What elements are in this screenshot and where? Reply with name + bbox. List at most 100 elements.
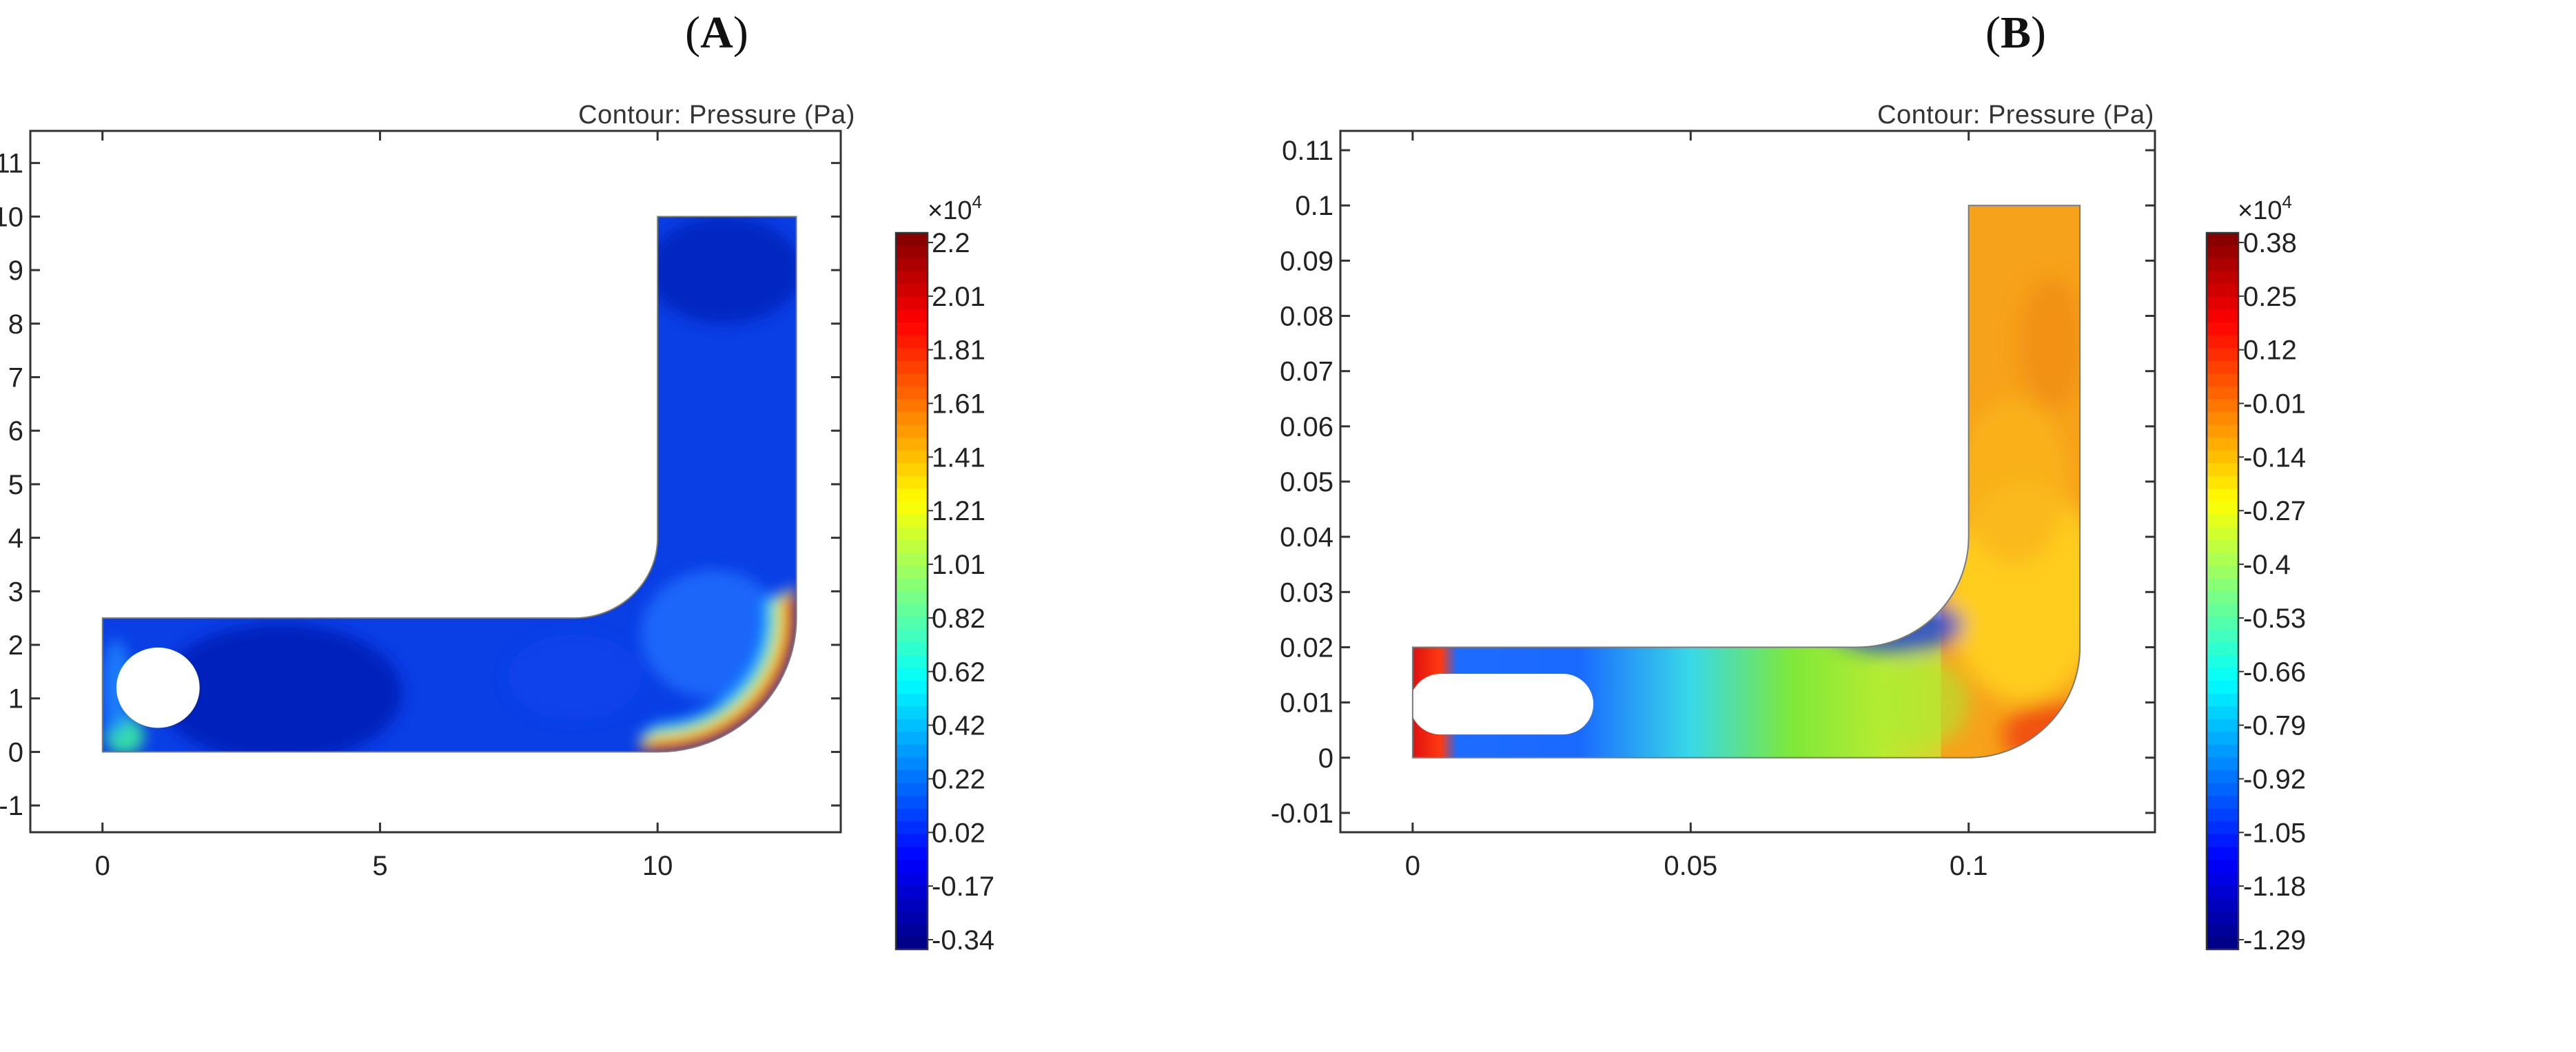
- colorbar-stripe: [2207, 322, 2238, 336]
- colorbar-tick-label-a: 1.21: [932, 496, 985, 526]
- colorbar-stripe: [2207, 488, 2238, 502]
- y-tick-label-b: -0.01: [1271, 798, 1333, 829]
- y-tick-label-b: 0.05: [1280, 467, 1333, 497]
- colorbar-stripe: [896, 872, 928, 886]
- colorbar-stripe: [896, 654, 928, 669]
- colorbar-stripe: [896, 502, 928, 515]
- colorbar-stripe: [2207, 706, 2238, 720]
- y-tick-label-b: 0.08: [1280, 302, 1333, 332]
- colorbar-stripe: [896, 245, 928, 259]
- colorbar-multiplier-b: ×104: [2238, 192, 2292, 225]
- colorbar-stripe: [896, 808, 928, 822]
- colorbar-stripe: [896, 757, 928, 771]
- colorbar-stripe: [896, 258, 928, 272]
- colorbar-stripe: [896, 539, 928, 553]
- colorbar-stripe: [896, 885, 928, 899]
- colorbar-stripe: [2207, 885, 2238, 899]
- colorbar-tick-label-a: 0.82: [932, 604, 985, 634]
- colorbar-stripe: [896, 271, 928, 285]
- domain-outline-b: [1411, 205, 2081, 759]
- colorbar-stripe: [896, 617, 928, 630]
- colorbar-tick-label-b: -0.92: [2243, 764, 2306, 794]
- x-tick-label-a: 5: [372, 851, 387, 881]
- colorbar-stripe: [896, 335, 928, 349]
- colorbar-stripe: [896, 936, 928, 950]
- colorbar-stripe: [2207, 629, 2238, 643]
- colorbar-stripe: [896, 591, 928, 605]
- y-tick-label-a: 4: [8, 524, 23, 554]
- colorbar-stripe: [896, 668, 928, 681]
- colorbar-stripe: [2207, 681, 2238, 694]
- colorbar-stripe: [2207, 898, 2238, 911]
- colorbar-tick-label-a: 0.02: [932, 818, 985, 848]
- colorbar-tick-label-b: -0.14: [2243, 442, 2306, 473]
- colorbar-stripe: [2207, 258, 2238, 272]
- colorbar-stripe: [2207, 271, 2238, 285]
- domain-outline-a: [101, 216, 797, 753]
- colorbar-stripe: [896, 348, 928, 362]
- colorbar-tick-label-a: 0.22: [932, 764, 985, 794]
- colorbar-tick-label-b: -0.27: [2243, 496, 2306, 526]
- colorbar-stripe: [2207, 757, 2238, 771]
- colorbar-tick-label-b: -0.53: [2243, 604, 2306, 634]
- y-tick-label-b: 0.04: [1280, 522, 1333, 553]
- colorbar-stripe: [2207, 309, 2238, 323]
- colorbar-stripe: [2207, 604, 2238, 617]
- colorbar-stripe: [2207, 539, 2238, 553]
- colorbar-tick-label-a: 0.62: [932, 657, 985, 688]
- colorbar-stripe: [2207, 911, 2238, 925]
- y-tick-label-a: -1: [0, 791, 23, 821]
- y-tick-label-b: 0.07: [1280, 357, 1333, 387]
- colorbar-stripe: [896, 450, 928, 464]
- y-tick-label-a: 10: [0, 202, 23, 232]
- colorbar-stripe: [2207, 360, 2238, 374]
- colorbar-tick-label-a: 1.81: [932, 336, 985, 366]
- colorbar-stripe: [896, 360, 928, 374]
- colorbar-stripe: [2207, 642, 2238, 656]
- colorbar-stripe: [896, 629, 928, 643]
- colorbar-stripe: [896, 719, 928, 732]
- colorbar-stripe: [2207, 296, 2238, 311]
- axes-a: -1 0 1 2 3 4 5 6 7 8 9 10 11 0 5 10: [0, 130, 842, 881]
- colorbar-stripe: [2207, 373, 2238, 387]
- colorbar-stripe: [2207, 437, 2238, 451]
- colorbar-stripe: [896, 783, 928, 796]
- colorbar-stripe: [2207, 450, 2238, 464]
- y-tick-label-a: 11: [0, 149, 23, 179]
- colorbar-tick-label-b: 0.38: [2243, 228, 2297, 258]
- colorbar-stripe: [896, 386, 928, 400]
- colorbar-stripe: [896, 527, 928, 541]
- colorbar-stripe: [896, 834, 928, 848]
- colorbar-stripe: [896, 681, 928, 694]
- colorbar-stripe: [896, 578, 928, 592]
- plot-frame-a: [29, 130, 842, 834]
- colorbar-stripe: [896, 911, 928, 925]
- colorbar-stripe: [2207, 617, 2238, 630]
- colorbar-tick-label-a: 1.41: [932, 442, 985, 473]
- y-tick-label-a: 0: [8, 737, 23, 767]
- colorbar-stripe: [2207, 872, 2238, 886]
- y-tick-label-b: 0.02: [1280, 632, 1333, 663]
- colorbar-stripe: [896, 642, 928, 656]
- axes-b: -0.01 0 0.01 0.02 0.03 0.04 0.05 0.06 0.07 0.08 0.…: [1271, 130, 2156, 881]
- panel-b: (B) Contour: Pressure (Pa) -0.01 0 0.01 0.0…: [1271, 0, 2576, 1052]
- colorbar-tick-label-a: 1.61: [932, 389, 985, 420]
- colorbar-stripe: [2207, 732, 2238, 745]
- colorbar-stripe: [2207, 475, 2238, 490]
- colorbar-stripe: [2207, 284, 2238, 298]
- pressure-field-b: [1412, 205, 2081, 758]
- y-tick-label-a: 9: [8, 256, 23, 286]
- colorbar-stripe: [2207, 424, 2238, 438]
- colorbar-tick-label-b: -1.29: [2243, 925, 2306, 956]
- y-tick-label-b: 0.06: [1280, 412, 1333, 442]
- colorbar-stripe: [896, 898, 928, 911]
- colorbar-tick-label-b: -1.18: [2243, 871, 2306, 902]
- y-tick-label-a: 7: [8, 362, 23, 393]
- colorbar-stripe: [2207, 834, 2238, 848]
- colorbar-stripe: [896, 373, 928, 387]
- colorbar-stripe: [2207, 796, 2238, 809]
- colorbar-tick-label-a: 0.42: [932, 711, 985, 741]
- colorbar-stripe: [896, 296, 928, 311]
- colorbar-tick-label-b: -1.05: [2243, 818, 2306, 848]
- colorbar-tick-label-a: 1.01: [932, 550, 985, 580]
